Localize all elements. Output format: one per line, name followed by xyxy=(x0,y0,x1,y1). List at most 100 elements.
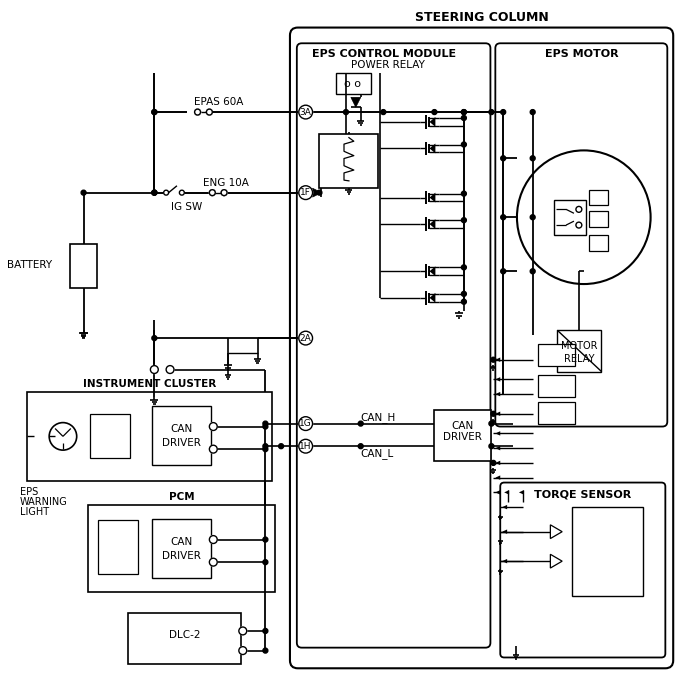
Polygon shape xyxy=(495,357,500,362)
Text: IG SW: IG SW xyxy=(171,203,202,212)
Text: INSTRUMENT CLUSTER: INSTRUMENT CLUSTER xyxy=(83,379,216,390)
Circle shape xyxy=(263,421,268,426)
Circle shape xyxy=(179,190,184,195)
Polygon shape xyxy=(502,559,507,563)
Circle shape xyxy=(263,648,268,653)
Bar xyxy=(554,199,586,235)
Text: 1G: 1G xyxy=(299,419,312,428)
Bar xyxy=(128,613,241,664)
Text: RELAY: RELAY xyxy=(564,354,594,363)
Polygon shape xyxy=(312,188,321,197)
Text: DRIVER: DRIVER xyxy=(162,438,201,448)
Polygon shape xyxy=(429,192,436,203)
Text: PCM: PCM xyxy=(169,493,195,502)
Circle shape xyxy=(462,142,466,147)
Polygon shape xyxy=(429,117,436,127)
Circle shape xyxy=(530,215,535,220)
Circle shape xyxy=(343,110,349,115)
Circle shape xyxy=(462,265,466,270)
Circle shape xyxy=(489,444,494,449)
Circle shape xyxy=(164,190,169,195)
Circle shape xyxy=(462,115,466,120)
Circle shape xyxy=(491,357,496,362)
Circle shape xyxy=(263,424,268,429)
Text: CAN: CAN xyxy=(452,420,474,431)
Circle shape xyxy=(152,110,157,115)
Bar xyxy=(70,244,97,288)
Circle shape xyxy=(299,417,312,431)
Circle shape xyxy=(263,629,268,633)
Bar xyxy=(152,406,212,465)
Polygon shape xyxy=(351,98,361,107)
Polygon shape xyxy=(519,490,524,495)
Circle shape xyxy=(221,190,227,196)
Text: 1F: 1F xyxy=(300,188,311,197)
Bar xyxy=(336,73,371,94)
Polygon shape xyxy=(495,461,500,465)
Circle shape xyxy=(239,627,247,635)
Text: MOTOR: MOTOR xyxy=(560,341,597,351)
Text: CAN_H: CAN_H xyxy=(361,412,396,423)
Circle shape xyxy=(195,109,201,115)
Text: POWER RELAY: POWER RELAY xyxy=(351,60,425,70)
Circle shape xyxy=(152,336,157,341)
Polygon shape xyxy=(495,490,500,495)
Text: CAN: CAN xyxy=(171,425,193,434)
Circle shape xyxy=(299,105,312,119)
Circle shape xyxy=(501,215,506,220)
FancyBboxPatch shape xyxy=(500,482,665,657)
Circle shape xyxy=(206,109,212,115)
Bar xyxy=(538,375,575,397)
Text: DLC-2: DLC-2 xyxy=(169,630,200,640)
Circle shape xyxy=(501,110,506,115)
Text: LIGHT: LIGHT xyxy=(20,507,49,517)
Bar xyxy=(434,410,491,461)
Circle shape xyxy=(501,156,506,161)
Bar xyxy=(90,414,129,458)
Circle shape xyxy=(210,190,215,196)
Bar xyxy=(557,330,601,372)
Text: CAN_L: CAN_L xyxy=(361,448,394,458)
Circle shape xyxy=(279,444,284,449)
FancyBboxPatch shape xyxy=(290,27,673,668)
Text: 1H: 1H xyxy=(299,442,312,451)
Text: CAN: CAN xyxy=(171,537,193,548)
Bar xyxy=(319,134,378,188)
Circle shape xyxy=(576,222,582,228)
Text: ENG 10A: ENG 10A xyxy=(203,178,249,188)
Circle shape xyxy=(501,269,506,273)
Bar xyxy=(538,402,575,424)
Circle shape xyxy=(299,331,312,345)
FancyBboxPatch shape xyxy=(297,43,490,648)
Circle shape xyxy=(206,109,212,115)
Polygon shape xyxy=(495,475,500,480)
Text: STEERING COLUMN: STEERING COLUMN xyxy=(414,11,549,24)
Circle shape xyxy=(462,110,466,115)
Text: EPAS 60A: EPAS 60A xyxy=(194,98,243,107)
Circle shape xyxy=(530,156,535,161)
Text: DRIVER: DRIVER xyxy=(162,551,201,561)
Circle shape xyxy=(462,191,466,196)
Circle shape xyxy=(210,536,217,543)
Circle shape xyxy=(195,109,201,115)
Circle shape xyxy=(263,560,268,565)
Circle shape xyxy=(166,365,174,374)
Polygon shape xyxy=(502,505,507,509)
Circle shape xyxy=(358,444,363,449)
Bar xyxy=(572,507,643,596)
Bar xyxy=(588,190,608,205)
Text: BATTERY: BATTERY xyxy=(7,260,52,271)
Polygon shape xyxy=(495,377,500,381)
Polygon shape xyxy=(429,219,436,229)
Polygon shape xyxy=(429,267,436,276)
Circle shape xyxy=(210,559,217,566)
Text: o o: o o xyxy=(345,78,362,89)
Polygon shape xyxy=(429,144,436,153)
Text: EPS MOTOR: EPS MOTOR xyxy=(545,49,618,59)
Circle shape xyxy=(152,110,157,115)
Polygon shape xyxy=(429,293,436,303)
Circle shape xyxy=(576,206,582,212)
Circle shape xyxy=(299,439,312,453)
Circle shape xyxy=(263,444,268,449)
Text: 3A: 3A xyxy=(300,108,312,117)
